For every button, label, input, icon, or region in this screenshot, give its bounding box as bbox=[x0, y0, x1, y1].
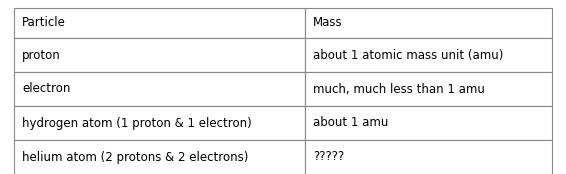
Bar bbox=[14, 106, 305, 140]
Bar bbox=[305, 38, 552, 72]
Bar bbox=[14, 140, 305, 174]
Bar bbox=[14, 72, 305, 106]
Text: Particle: Particle bbox=[22, 17, 66, 30]
Bar bbox=[305, 140, 552, 174]
Text: about 1 atomic mass unit (amu): about 1 atomic mass unit (amu) bbox=[313, 49, 503, 61]
Text: ?????: ????? bbox=[313, 151, 344, 164]
Text: proton: proton bbox=[22, 49, 61, 61]
Bar bbox=[14, 38, 305, 72]
Text: hydrogen atom (1 proton & 1 electron): hydrogen atom (1 proton & 1 electron) bbox=[22, 117, 252, 129]
Text: electron: electron bbox=[22, 82, 70, 96]
Text: helium atom (2 protons & 2 electrons): helium atom (2 protons & 2 electrons) bbox=[22, 151, 248, 164]
Text: much, much less than 1 amu: much, much less than 1 amu bbox=[313, 82, 485, 96]
Bar bbox=[305, 72, 552, 106]
Bar bbox=[305, 106, 552, 140]
Text: Mass: Mass bbox=[313, 17, 342, 30]
Bar bbox=[14, 8, 305, 38]
Bar bbox=[305, 8, 552, 38]
Text: about 1 amu: about 1 amu bbox=[313, 117, 388, 129]
